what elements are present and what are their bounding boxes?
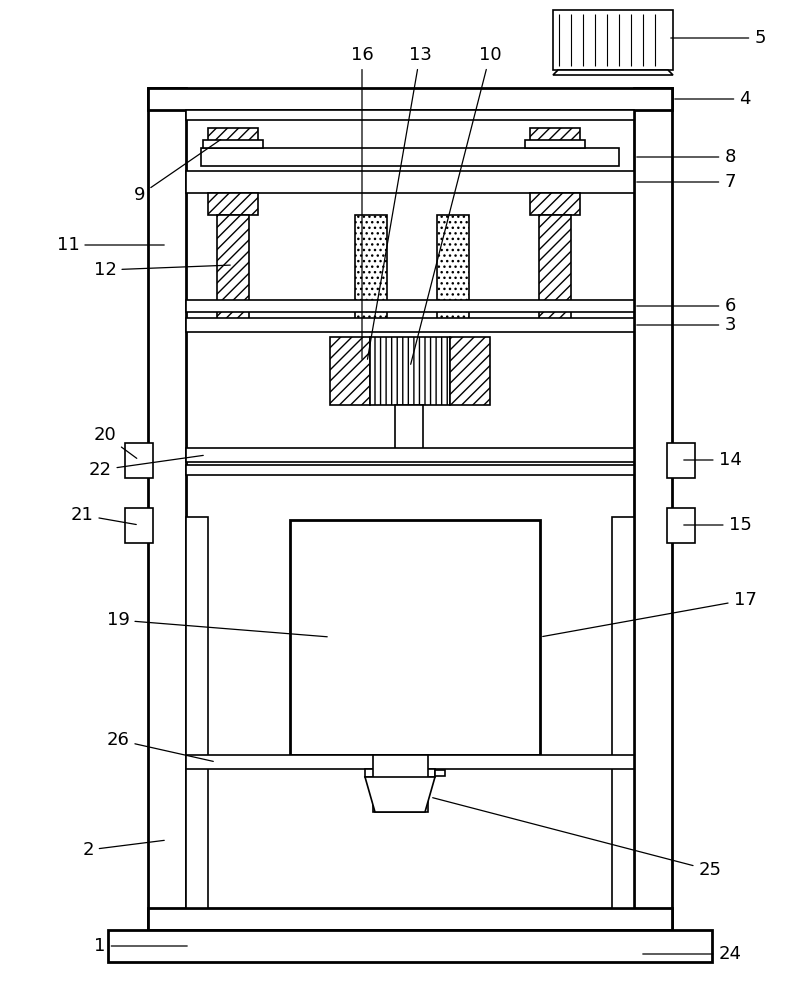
Text: 15: 15 <box>683 516 751 534</box>
Text: 5: 5 <box>671 29 766 47</box>
Text: 2: 2 <box>82 840 164 859</box>
Bar <box>612 517 634 908</box>
Bar <box>201 148 619 166</box>
Bar <box>539 215 571 320</box>
Bar <box>186 171 634 193</box>
Bar <box>125 508 153 543</box>
Text: 24: 24 <box>642 945 742 963</box>
Bar <box>634 88 672 930</box>
Bar <box>373 755 428 812</box>
Bar <box>437 215 469 320</box>
Text: 3: 3 <box>637 316 736 334</box>
Bar <box>186 110 634 120</box>
Text: 26: 26 <box>106 731 214 761</box>
Text: 19: 19 <box>106 611 327 637</box>
Text: 17: 17 <box>542 591 757 637</box>
Bar <box>395 405 423 450</box>
Bar <box>208 193 258 215</box>
Bar <box>208 128 258 148</box>
Bar <box>125 443 153 478</box>
Text: 9: 9 <box>135 140 221 204</box>
Bar <box>365 769 435 777</box>
Bar <box>667 508 695 543</box>
Bar <box>108 930 712 962</box>
Bar <box>330 337 370 405</box>
Bar <box>290 520 540 755</box>
Bar <box>186 318 634 332</box>
Text: 20: 20 <box>93 426 137 458</box>
Bar <box>203 140 263 148</box>
Bar <box>186 448 634 462</box>
Bar <box>553 10 673 70</box>
Text: 21: 21 <box>71 506 136 525</box>
Bar <box>435 770 445 776</box>
Bar <box>370 337 450 405</box>
Bar <box>355 215 387 320</box>
Polygon shape <box>553 70 673 75</box>
Text: 6: 6 <box>637 297 736 315</box>
Text: 8: 8 <box>637 148 736 166</box>
Text: 22: 22 <box>89 455 203 479</box>
Text: 1: 1 <box>94 937 187 955</box>
Polygon shape <box>365 777 435 812</box>
Bar <box>148 908 672 930</box>
Bar <box>186 465 634 475</box>
Bar <box>525 140 585 148</box>
Text: 4: 4 <box>675 90 750 108</box>
Bar <box>667 443 695 478</box>
Text: 10: 10 <box>411 46 501 364</box>
Bar <box>530 128 580 148</box>
Text: 14: 14 <box>683 451 742 469</box>
Bar <box>530 193 580 215</box>
Bar <box>450 337 490 405</box>
Text: 11: 11 <box>56 236 164 254</box>
Text: 13: 13 <box>368 46 431 359</box>
Text: 16: 16 <box>351 46 373 359</box>
Bar <box>217 215 249 320</box>
Text: 12: 12 <box>93 261 231 279</box>
Bar <box>186 517 208 908</box>
Text: 7: 7 <box>637 173 736 191</box>
Bar <box>148 88 672 110</box>
Bar <box>186 755 634 769</box>
Bar <box>186 300 634 312</box>
Text: 25: 25 <box>433 798 721 879</box>
Bar <box>148 88 186 930</box>
